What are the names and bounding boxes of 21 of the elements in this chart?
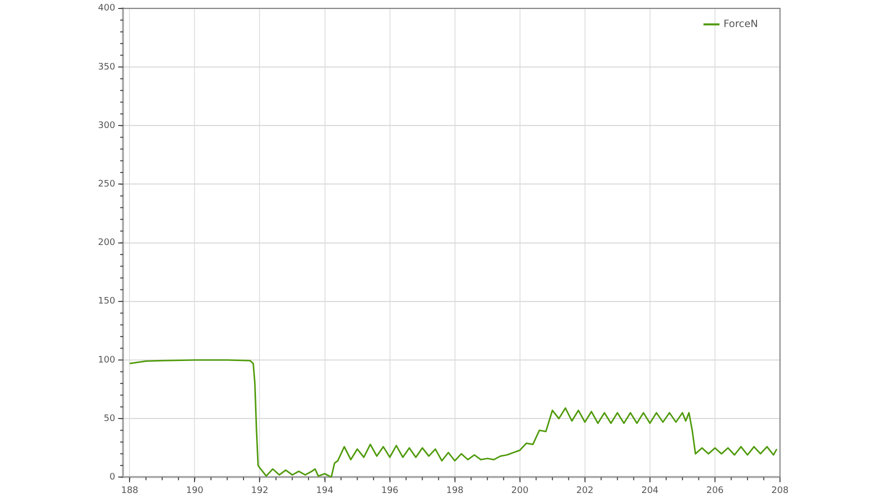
x-tick-label: 190 [186,486,204,496]
x-tick-label: 202 [576,486,594,496]
x-tick-label: 208 [771,486,789,496]
x-tick-label: 204 [641,486,659,496]
y-tick-label: 300 [98,120,116,131]
legend-label: ForceN [723,18,758,30]
y-tick-label: 100 [98,355,116,366]
x-tick-label: 206 [706,486,724,496]
x-tick-label: 200 [511,486,529,496]
y-tick-label: 50 [104,414,116,424]
y-tick-label: 200 [98,238,116,248]
x-tick-label: 196 [381,486,399,496]
x-tick-label: 198 [446,486,464,496]
x-tick-label: 188 [121,486,139,496]
y-tick-label: 250 [98,180,116,190]
y-tick-label: 150 [98,296,116,307]
y-tick-label: 0 [109,472,116,483]
x-tick-label: 192 [251,486,268,496]
x-tick-label: 194 [316,486,334,496]
y-tick-label: 350 [98,62,116,72]
y-tick-label: 400 [98,4,116,14]
